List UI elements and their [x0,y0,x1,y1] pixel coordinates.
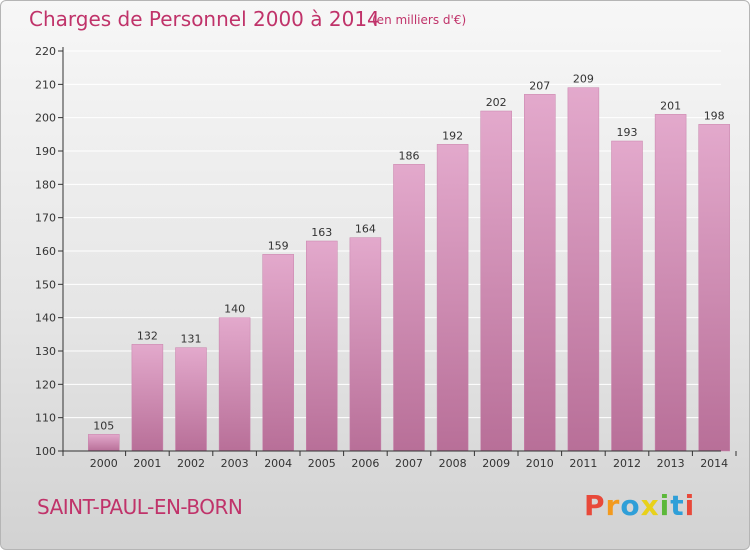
y-tick-label: 220 [35,45,56,58]
data-label: 201 [660,99,681,112]
x-tick-label: 2012 [613,457,641,470]
bar [349,237,382,452]
data-label: 132 [137,329,158,342]
x-tick-label: 2006 [351,457,379,470]
bar [393,164,425,452]
brand-letter: i [684,489,696,522]
y-tick-label: 170 [35,212,56,225]
bar [524,94,556,452]
data-label: 192 [442,129,463,142]
brand-letter: x [640,489,660,522]
data-label: 163 [311,226,332,239]
brand-letter: o [620,489,641,522]
bar [306,240,338,452]
data-label: 202 [486,96,507,109]
y-tick-label: 160 [35,245,56,258]
brand-letter: P [584,489,606,522]
axes: 100 110 120 130 140 150 160 170 180 190 200 210 220 2… [35,45,737,470]
x-tick-label: 2011 [569,457,597,470]
town-name: SAINT-PAUL-EN-BORN [37,495,243,519]
data-label: 198 [704,109,725,122]
bar [88,434,120,452]
data-label: 140 [224,303,245,316]
chart-title: Charges de Personnel 2000 à 2014 [29,7,380,31]
y-tick-label: 120 [35,378,56,391]
y-tick-label: 200 [35,112,56,125]
data-label: 159 [268,239,289,252]
x-tick-label: 2005 [308,457,336,470]
y-tick-label: 100 [35,445,56,458]
chart-subtitle: (en milliers d'€) [372,13,467,27]
y-tick-label: 140 [35,312,56,325]
x-tick-label: 2000 [90,457,118,470]
bar [436,144,469,452]
x-tick-label: 2003 [221,457,249,470]
brand-letter: i [659,489,671,522]
y-tick-label: 190 [35,145,56,158]
y-tick-label: 110 [35,412,56,425]
bar [262,254,294,452]
x-tick-label: 2008 [439,457,467,470]
bar [218,317,251,452]
x-tick-label: 2002 [177,457,205,470]
data-label: 209 [573,73,594,86]
y-tick-label: 150 [35,278,56,291]
x-tick-label: 2001 [133,457,161,470]
x-tick-label: 2009 [482,457,510,470]
data-labels: 105 132 131 140 159 163 164 186 192 202 207 209 193 2… [93,73,724,433]
bar [131,344,164,452]
x-tick-label: 2013 [657,457,685,470]
bar [567,87,600,452]
bars [88,87,730,452]
x-tick-label: 2014 [700,457,728,470]
y-tick-label: 180 [35,178,56,191]
data-label: 105 [93,419,114,432]
brand-letter: t [670,489,685,522]
y-tick-label: 210 [35,78,56,91]
brand-logo: Proxiti [584,489,695,522]
bar [654,114,687,452]
brand-letter: r [605,489,621,522]
data-label: 164 [355,223,376,236]
x-tick-label: 2004 [264,457,292,470]
x-tick-label: 2007 [395,457,423,470]
bar [480,110,512,452]
x-tick-label: 2010 [526,457,554,470]
y-tick-label: 130 [35,345,56,358]
data-label: 207 [529,79,550,92]
bar [611,140,643,452]
bar [698,124,730,452]
data-label: 186 [399,149,420,162]
bar [175,347,207,452]
data-label: 193 [617,126,638,139]
data-label: 131 [181,333,202,346]
